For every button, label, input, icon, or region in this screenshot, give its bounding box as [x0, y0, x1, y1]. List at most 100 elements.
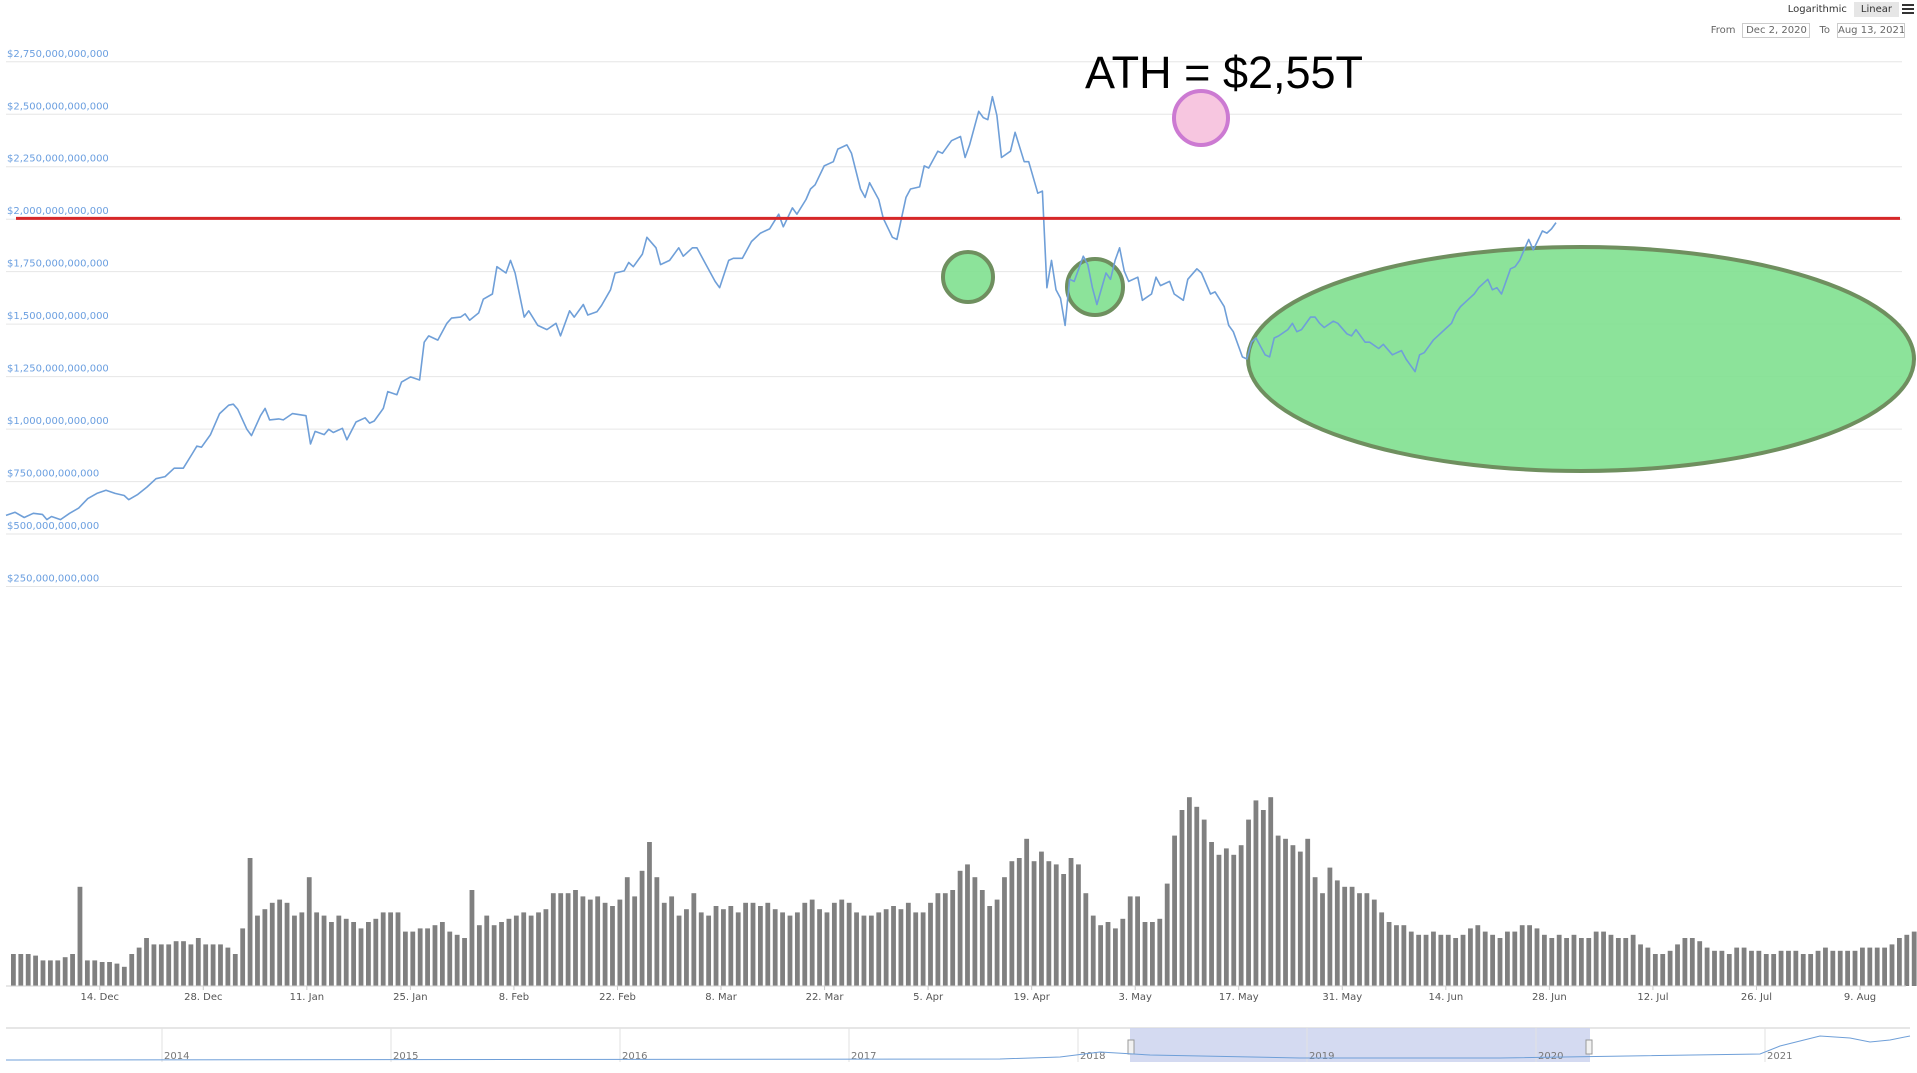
- volume-bar: [33, 955, 38, 986]
- volume-bar: [691, 893, 697, 986]
- volume-bar: [1586, 938, 1592, 986]
- volume-bar: [262, 909, 268, 986]
- y-tick-label: $1,750,000,000,000: [7, 259, 109, 270]
- volume-bar: [1719, 950, 1725, 986]
- volume-bar: [306, 877, 312, 986]
- volume-bar: [417, 928, 423, 986]
- volume-bar: [1689, 938, 1695, 986]
- volume-bar: [1660, 954, 1666, 986]
- volume-bar: [1889, 944, 1895, 986]
- navigator-selection: [1130, 1028, 1590, 1062]
- volume-bar: [499, 922, 504, 986]
- volume-bar: [1401, 925, 1407, 986]
- volume-bar: [439, 922, 445, 986]
- volume-bar: [469, 890, 475, 986]
- volume-bar: [1297, 851, 1303, 986]
- y-tick-label: $500,000,000,000: [7, 521, 99, 532]
- volume-bar: [18, 954, 24, 986]
- volume-bar: [1394, 925, 1399, 986]
- from-date-input[interactable]: [1742, 23, 1811, 38]
- volume-bar: [284, 902, 290, 986]
- navigator[interactable]: 2014 2015 2016 2017 2018 2019 2020 2021: [5, 1027, 1911, 1062]
- volume-bar: [506, 918, 512, 986]
- volume-bar: [817, 909, 822, 986]
- linear-scale-button[interactable]: Linear: [1853, 1, 1899, 17]
- volume-bar: [329, 922, 334, 986]
- volume-bar: [513, 915, 519, 986]
- volume-bar: [824, 912, 830, 986]
- volume-bar: [255, 915, 260, 986]
- volume-bar: [624, 877, 630, 986]
- volume-bar: [1556, 934, 1562, 986]
- volume-bar: [965, 864, 970, 986]
- volume-bar: [1349, 886, 1355, 986]
- x-tick-label: 22. Feb: [599, 992, 636, 1003]
- logarithmic-scale-button[interactable]: Logarithmic: [1787, 3, 1847, 15]
- volume-bar: [1867, 947, 1873, 986]
- volume-bar: [839, 899, 845, 986]
- volume-bar: [1061, 874, 1067, 986]
- volume-bar: [388, 912, 393, 986]
- volume-bar: [1786, 950, 1791, 986]
- volume-bar: [1120, 918, 1126, 986]
- volume-bar: [299, 912, 305, 986]
- volume-bar: [1697, 941, 1703, 986]
- volume-bar: [1534, 928, 1540, 986]
- volume-bar: [1771, 954, 1777, 986]
- volume-bar: [987, 906, 993, 986]
- volume-bar: [210, 944, 216, 986]
- volume-bar: [1031, 861, 1037, 986]
- volume-bar: [454, 934, 460, 986]
- volume-bar: [898, 909, 904, 986]
- volume-bar: [1593, 931, 1599, 986]
- hamburger-menu-icon[interactable]: [1899, 0, 1917, 18]
- volume-bar: [721, 909, 726, 986]
- volume-bar: [1268, 797, 1274, 986]
- volume-bar: [706, 915, 712, 986]
- volume-bar: [1497, 938, 1503, 986]
- volume-bar: [521, 912, 527, 986]
- volume-bar: [314, 912, 320, 986]
- to-date-input[interactable]: [1837, 23, 1905, 38]
- volume-bar: [1852, 950, 1858, 986]
- volume-bar: [750, 902, 756, 986]
- volume-bar: [765, 902, 771, 986]
- market-cap-line: [5, 95, 1557, 521]
- volume-bar: [654, 877, 660, 986]
- volume-bar: [1201, 819, 1207, 986]
- volume-bar: [573, 890, 578, 986]
- volume-bar: [40, 960, 46, 986]
- volume-bar: [55, 960, 61, 986]
- volume-bar: [1386, 922, 1392, 986]
- volume-bar: [1682, 938, 1688, 986]
- volume-bar: [1223, 848, 1229, 986]
- volume-bar: [1320, 893, 1325, 986]
- volume-bar: [1105, 922, 1111, 986]
- ath-marker: [1172, 89, 1230, 147]
- volume-bar: [1024, 838, 1030, 986]
- volume-bar: [684, 909, 689, 986]
- volume-bar: [1416, 934, 1422, 986]
- volume-bar: [1541, 934, 1547, 986]
- x-tick-label: 22. Mar: [806, 992, 845, 1003]
- volume-bar: [1209, 842, 1214, 986]
- volume-bar: [550, 893, 556, 986]
- volume-bar: [1845, 950, 1851, 986]
- volume-bar: [277, 899, 283, 986]
- volume-bar: [410, 931, 416, 986]
- volume-bar: [1445, 934, 1451, 986]
- volume-bar: [1009, 861, 1015, 986]
- volume-bar: [373, 918, 379, 986]
- volume-bar: [1216, 854, 1222, 986]
- volume-bar: [1823, 947, 1828, 986]
- volume-bar: [11, 954, 16, 986]
- y-tick-label: $250,000,000,000: [7, 574, 99, 585]
- volume-bar: [425, 928, 430, 986]
- y-tick-label: $2,750,000,000,000: [7, 49, 109, 60]
- volume-bar: [1379, 912, 1385, 986]
- volume-bar: [1874, 947, 1880, 986]
- volume-bar: [1076, 864, 1081, 986]
- navigator-year-label: 2021: [1767, 1051, 1792, 1062]
- support-dip-marker: [1065, 257, 1125, 317]
- volume-bar: [957, 870, 963, 986]
